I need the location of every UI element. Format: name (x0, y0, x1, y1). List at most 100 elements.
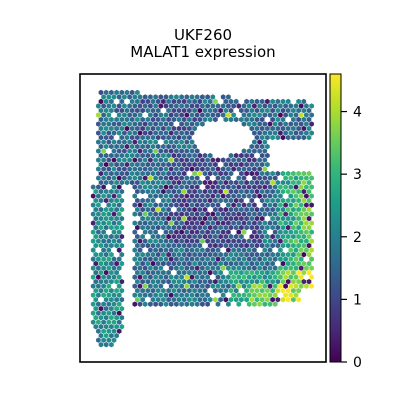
spot-marker (116, 283, 122, 289)
spot-marker (259, 278, 265, 285)
spot-marker (116, 121, 122, 127)
spot-marker (158, 292, 164, 298)
spot-marker (275, 206, 281, 213)
spot-marker (220, 211, 226, 217)
spot-marker (220, 274, 226, 280)
spot-marker (96, 157, 101, 163)
spot-marker (210, 193, 216, 199)
spot-marker (301, 134, 307, 141)
spot-marker (254, 296, 260, 303)
spot-marker (283, 211, 288, 217)
spot-marker (166, 206, 171, 213)
spot-marker (145, 152, 151, 159)
spot-marker (135, 107, 140, 114)
spot-marker (293, 130, 299, 136)
spot-marker (285, 206, 291, 213)
spot-marker (272, 265, 278, 271)
spot-marker (119, 179, 125, 186)
spot-marker (265, 278, 270, 285)
spot-marker (215, 283, 221, 289)
spot-marker (249, 287, 255, 294)
spot-marker (257, 148, 262, 154)
spot-marker (210, 229, 216, 235)
spot-marker (207, 278, 213, 285)
spot-marker (218, 233, 223, 240)
spot-marker (166, 125, 171, 132)
spot-marker (179, 112, 184, 118)
spot-marker (309, 202, 314, 208)
spot-marker (103, 233, 109, 240)
spot-marker (140, 98, 145, 105)
spot-marker (168, 274, 174, 280)
spot-marker (226, 175, 231, 181)
spot-marker (161, 287, 166, 294)
spot-marker (304, 229, 309, 235)
spot-marker (101, 121, 106, 127)
spot-marker (96, 193, 101, 199)
spot-marker (153, 175, 158, 181)
spot-marker (119, 215, 125, 222)
spot-marker (109, 332, 114, 339)
spot-marker (267, 184, 273, 190)
spot-marker (241, 292, 247, 298)
spot-marker (226, 238, 231, 244)
spot-marker (272, 130, 278, 136)
spot-marker (101, 184, 106, 190)
spot-marker (244, 188, 249, 195)
spot-marker (158, 274, 164, 280)
spot-marker (166, 152, 171, 159)
spot-marker (309, 130, 314, 136)
spot-marker (174, 175, 179, 181)
spot-marker (218, 251, 223, 258)
spot-marker (168, 265, 174, 271)
spot-marker (176, 98, 182, 105)
spot-marker (155, 287, 161, 294)
spot-marker (168, 283, 174, 289)
spot-marker (296, 215, 301, 222)
spot-marker (111, 337, 117, 343)
spot-marker (239, 152, 244, 159)
spot-marker (98, 188, 104, 195)
spot-marker (161, 170, 166, 177)
spot-marker (254, 269, 260, 276)
spot-marker (223, 233, 229, 240)
spot-marker (176, 215, 182, 222)
spot-marker (249, 251, 255, 258)
spot-marker (122, 139, 127, 145)
spot-marker (135, 98, 140, 105)
spot-marker (213, 233, 218, 240)
spot-marker (148, 211, 153, 217)
spot-marker (158, 301, 164, 307)
spot-marker (168, 175, 174, 181)
spot-marker (291, 269, 296, 276)
spot-marker (200, 94, 205, 100)
spot-marker (161, 98, 166, 105)
spot-marker (181, 197, 187, 204)
spot-marker (129, 179, 135, 186)
spot-marker (249, 125, 255, 132)
spot-marker (226, 157, 231, 163)
spot-marker (109, 161, 114, 168)
spot-marker (246, 247, 252, 253)
spot-marker (272, 121, 278, 127)
spot-marker (153, 238, 158, 244)
spot-marker (129, 134, 135, 141)
spot-marker (259, 143, 265, 150)
spot-marker (265, 170, 270, 177)
spot-marker (267, 103, 273, 109)
spot-marker (202, 152, 208, 159)
spot-marker (228, 197, 234, 204)
spot-marker (236, 229, 242, 235)
spot-marker (142, 292, 148, 298)
spot-marker (109, 305, 114, 312)
spot-marker (174, 202, 179, 208)
spot-marker (96, 265, 101, 271)
spot-marker (176, 116, 182, 123)
colorbar-tick-label: 0 (353, 355, 362, 371)
spot-marker (109, 134, 114, 141)
spot-marker (285, 134, 291, 141)
spot-marker (309, 247, 314, 253)
spot-marker (140, 179, 145, 186)
spot-marker (114, 260, 119, 267)
spot-marker (275, 278, 281, 285)
